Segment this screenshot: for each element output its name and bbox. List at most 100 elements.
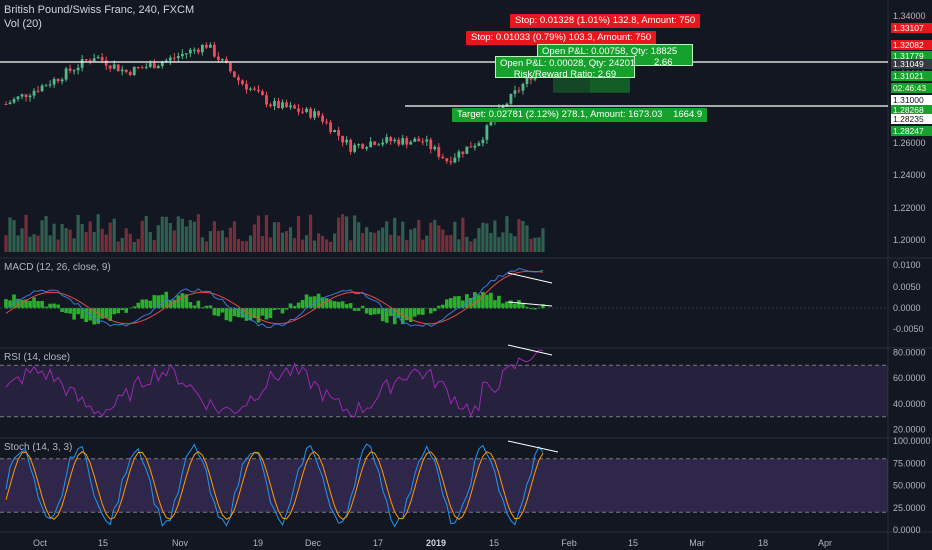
volume-bar bbox=[337, 217, 341, 252]
macd-histogram-bar bbox=[112, 308, 117, 315]
macd-histogram-bar bbox=[296, 302, 301, 309]
time-tick-label: 15 bbox=[489, 538, 499, 548]
candle-body bbox=[32, 90, 36, 96]
volume-bar bbox=[413, 228, 417, 252]
volume-bar bbox=[40, 220, 44, 252]
volume-bar bbox=[144, 215, 148, 252]
volume-bar bbox=[441, 229, 445, 252]
macd-histogram-bar bbox=[477, 295, 481, 309]
volume-bar bbox=[156, 225, 160, 252]
macd-histogram-bar bbox=[505, 301, 509, 309]
open-pnl-box-2[interactable]: Open P&L: 0.00028, Qty: 24201 Risk/Rewar… bbox=[495, 56, 635, 80]
candle-body bbox=[389, 137, 393, 142]
macd-histogram-bar bbox=[100, 308, 104, 319]
volume-bar bbox=[196, 214, 200, 252]
volume-bar bbox=[188, 220, 192, 252]
stop-loss-label-top[interactable]: Stop: 0.01328 (1.01%) 132.8, Amount: 750 bbox=[510, 14, 701, 28]
volume-bar bbox=[308, 214, 313, 252]
candle-body bbox=[184, 53, 188, 55]
volume-bar bbox=[296, 216, 301, 252]
candle-body bbox=[120, 69, 124, 72]
macd-histogram-bar bbox=[537, 307, 541, 309]
volume-bar bbox=[345, 216, 349, 252]
volume-bar bbox=[132, 241, 136, 252]
candle-body bbox=[36, 90, 40, 92]
volume-bar bbox=[236, 239, 241, 252]
candle-body bbox=[361, 144, 365, 149]
volume-bar bbox=[453, 221, 457, 252]
macd-histogram-bar bbox=[412, 308, 417, 317]
macd-histogram-bar bbox=[28, 300, 32, 309]
macd-histogram-bar bbox=[268, 308, 273, 318]
macd-histogram-bar bbox=[148, 300, 153, 309]
macd-histogram-bar bbox=[533, 308, 537, 310]
candle-body bbox=[409, 141, 413, 145]
candle-body bbox=[148, 63, 152, 67]
candle-body bbox=[277, 100, 280, 109]
target-label[interactable]: Target: 0.02781 (2.12%) 278.1, Amount: 1… bbox=[452, 108, 708, 122]
macd-histogram-bar bbox=[208, 305, 213, 309]
macd-histogram-bar bbox=[513, 303, 517, 309]
volume-bar bbox=[60, 223, 64, 252]
volume-bar bbox=[4, 235, 8, 252]
volume-bar bbox=[216, 230, 220, 252]
macd-histogram-bar bbox=[176, 295, 181, 309]
volume-bar bbox=[208, 231, 212, 252]
volume-bar bbox=[140, 220, 144, 252]
volume-bar bbox=[513, 236, 517, 252]
volume-bar bbox=[461, 217, 465, 252]
candle-body bbox=[60, 79, 64, 82]
volume-bar bbox=[180, 218, 184, 252]
macd-histogram-bar bbox=[328, 300, 333, 309]
candle-body bbox=[357, 144, 361, 146]
candle-body bbox=[20, 94, 24, 97]
candle-body bbox=[385, 137, 389, 143]
rsi-tick-label: 20.0000 bbox=[893, 425, 926, 435]
volume-bar bbox=[252, 224, 257, 252]
volume-bar bbox=[445, 235, 449, 252]
volume-bar bbox=[36, 235, 40, 252]
candle-body bbox=[80, 59, 84, 68]
price-tag: 1.31779 bbox=[891, 51, 932, 61]
stop-loss-label-mid[interactable]: Stop: 0.01033 (0.79%) 103.3, Amount: 750 bbox=[466, 31, 657, 45]
candle-body bbox=[172, 57, 176, 59]
time-tick-label: Nov bbox=[172, 538, 189, 548]
candle-body bbox=[381, 142, 385, 145]
volume-bar bbox=[212, 221, 216, 252]
macd-histogram-bar bbox=[521, 303, 525, 309]
macd-histogram-bar bbox=[92, 308, 96, 325]
volume-bar bbox=[108, 222, 112, 252]
volume-bar bbox=[493, 220, 497, 252]
macd-histogram-bar bbox=[40, 300, 44, 309]
time-tick-label: 2019 bbox=[426, 538, 446, 548]
volume-bar bbox=[48, 235, 52, 252]
macd-histogram-bar bbox=[368, 308, 373, 315]
volume-bar bbox=[112, 218, 116, 252]
macd-histogram-bar bbox=[60, 308, 64, 312]
macd-histogram-bar bbox=[220, 308, 225, 313]
macd-histogram-bar bbox=[200, 307, 205, 309]
macd-histogram-bar bbox=[24, 299, 28, 309]
time-tick-label: Mar bbox=[689, 538, 705, 548]
stoch-tick-label: 75.0000 bbox=[893, 458, 926, 468]
time-tick-label: Apr bbox=[818, 538, 832, 548]
macd-histogram-bar bbox=[497, 295, 501, 309]
open-pnl-1-tail: 2.66 bbox=[654, 57, 673, 68]
volume-bar bbox=[184, 226, 188, 252]
volume-bar bbox=[501, 232, 505, 252]
volume-title: Vol (20) bbox=[4, 18, 42, 30]
macd-histogram-bar bbox=[344, 304, 349, 309]
macd-histogram-bar bbox=[96, 308, 100, 324]
volume-bar bbox=[88, 221, 92, 252]
open-pnl-1: Open P&L: 0.00758, Qty: 18825 bbox=[542, 46, 678, 57]
macd-histogram-bar bbox=[424, 308, 429, 309]
macd-histogram-bar bbox=[120, 308, 125, 311]
candle-body bbox=[265, 95, 268, 105]
candle-body bbox=[196, 49, 200, 53]
volume-bar bbox=[44, 216, 48, 252]
volume-bar bbox=[152, 240, 156, 252]
volume-bar bbox=[312, 240, 317, 252]
price-tag: 1.31000 bbox=[891, 95, 932, 105]
candle-body bbox=[309, 108, 312, 118]
